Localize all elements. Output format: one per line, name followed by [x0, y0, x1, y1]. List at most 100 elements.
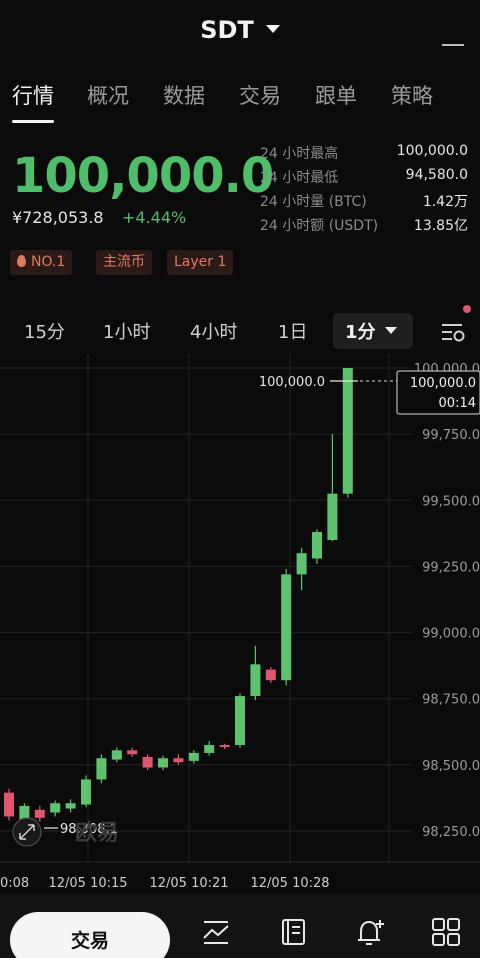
- candle-body: [158, 758, 168, 768]
- stat-value: 94,580.0: [405, 167, 468, 183]
- notes-icon[interactable]: [277, 916, 309, 948]
- y-tick-label: 98,500.0: [422, 759, 480, 774]
- stat-label: 24 小时额 (USDT): [260, 218, 379, 234]
- last-price-box: 100,000.0 00:14: [396, 370, 480, 415]
- y-tick-label: 99,500.0: [422, 494, 480, 509]
- main-tabs: 行情 概况 数据 交易 跟单 策略: [0, 80, 480, 126]
- candle: [34, 805, 45, 822]
- symbol-title: SDT: [200, 16, 254, 44]
- notification-dot: [463, 305, 471, 313]
- candle: [204, 741, 215, 756]
- stat-value: 13.85亿: [413, 218, 468, 234]
- watermark: 欧易: [75, 820, 119, 846]
- candle: [173, 754, 184, 765]
- candle: [250, 645, 261, 701]
- candle: [158, 755, 168, 771]
- candle: [81, 775, 91, 808]
- candle: [235, 693, 245, 748]
- y-tick-label: 98,250.0: [422, 825, 480, 840]
- candle-body: [250, 664, 261, 697]
- low-marker: 98,308.1: [12, 817, 118, 847]
- timeframe-15m[interactable]: 15分: [24, 322, 65, 343]
- caret-down-icon: [385, 327, 397, 334]
- timeframe-bar: 15分 1小时 4小时 1日 1分: [0, 310, 480, 352]
- candle-body: [111, 750, 122, 760]
- active-tab-indicator: [12, 120, 54, 123]
- last-price: 100,000.0: [12, 148, 274, 204]
- stat-label: 24 小时最高: [260, 146, 339, 162]
- y-tick-label: 99,000.0: [422, 627, 480, 642]
- stats-panel: 24 小时最高 100,000.0 24 小时最低 94,580.0 24 小时…: [260, 143, 470, 239]
- candle-body: [327, 493, 338, 540]
- candle-body: [65, 803, 76, 809]
- candle-body: [188, 752, 199, 761]
- candle-body: [4, 792, 14, 817]
- tab-overview[interactable]: 概况: [87, 84, 129, 108]
- candle: [265, 666, 276, 683]
- tab-trade[interactable]: 交易: [239, 84, 281, 108]
- tab-copy-trading[interactable]: 跟单: [315, 84, 357, 108]
- candlestick-chart[interactable]: 100,000.0 99,750.0 99,500.0 99,250.0 99,000.…: [0, 354, 480, 894]
- candle-body: [127, 750, 138, 755]
- timeframe-4h[interactable]: 4小时: [190, 322, 238, 343]
- symbol-selector[interactable]: SDT: [0, 16, 480, 44]
- y-tick-label: 98,750.0: [422, 693, 480, 708]
- add-alert-icon[interactable]: [354, 916, 386, 948]
- candle: [296, 547, 307, 591]
- stat-value: 100,000.0: [396, 143, 468, 159]
- candle: [327, 434, 338, 542]
- badge-label: NO.1: [31, 254, 66, 270]
- stat-row: 24 小时最高 100,000.0: [260, 143, 470, 167]
- candle: [219, 743, 230, 749]
- stat-label: 24 小时最低: [260, 170, 339, 186]
- stat-row: 24 小时量 (BTC) 1.42万: [260, 191, 470, 215]
- stat-row: 24 小时额 (USDT) 13.85亿: [260, 215, 470, 239]
- stat-label: 24 小时量 (BTC): [260, 194, 367, 210]
- last-price-box-bg: [396, 370, 480, 415]
- candle: [312, 529, 322, 564]
- cny-price: ¥728,053.8: [12, 208, 104, 227]
- indicator-icon[interactable]: [200, 916, 232, 948]
- candle: [127, 747, 138, 757]
- caret-down-icon: [265, 25, 280, 33]
- candle-body: [50, 803, 61, 813]
- candle: [4, 788, 14, 821]
- layer-badge[interactable]: Layer 1: [167, 250, 234, 275]
- candle-body: [281, 574, 292, 681]
- tab-market[interactable]: 行情: [12, 84, 54, 108]
- grid-menu-icon[interactable]: [430, 916, 462, 948]
- x-tick-label: 12/05 10:28: [250, 876, 329, 891]
- x-tick-label: 0:08: [0, 876, 29, 891]
- candle: [111, 747, 122, 763]
- candle: [65, 799, 76, 813]
- timeframe-1h[interactable]: 1小时: [103, 322, 151, 343]
- tab-data[interactable]: 数据: [163, 84, 205, 108]
- bottom-bar: 交易: [0, 894, 480, 958]
- candle-body: [204, 745, 215, 753]
- chart-grid: [0, 354, 480, 863]
- x-tick-label: 12/05 10:21: [149, 876, 228, 891]
- timeframe-selector[interactable]: 1分: [333, 313, 413, 349]
- x-tick-label: 12/05 10:15: [48, 876, 127, 891]
- candle: [50, 800, 61, 817]
- candle-body: [19, 805, 30, 822]
- flame-icon: [17, 255, 26, 267]
- candle-body: [312, 532, 322, 559]
- expand-icon: [19, 824, 35, 840]
- candle-countdown: 00:14: [439, 396, 476, 411]
- stat-value: 1.42万: [422, 194, 468, 210]
- timeframe-1d[interactable]: 1日: [278, 322, 308, 343]
- candle: [96, 754, 107, 784]
- header: SDT: [0, 0, 480, 64]
- rank-badge[interactable]: NO.1: [10, 250, 73, 275]
- candle-body: [265, 669, 276, 681]
- candle-body: [173, 758, 184, 763]
- candle-body: [34, 809, 45, 818]
- x-axis-labels: 0:08 12/05 10:15 12/05 10:21 12/05 10:28: [0, 876, 330, 891]
- trade-button[interactable]: 交易: [10, 912, 170, 958]
- category-badge[interactable]: 主流币: [96, 250, 152, 275]
- candle-body: [81, 779, 91, 805]
- tab-strategy[interactable]: 策略: [391, 84, 433, 108]
- menu-icon[interactable]: [442, 44, 464, 46]
- chart-settings-icon[interactable]: [440, 320, 466, 344]
